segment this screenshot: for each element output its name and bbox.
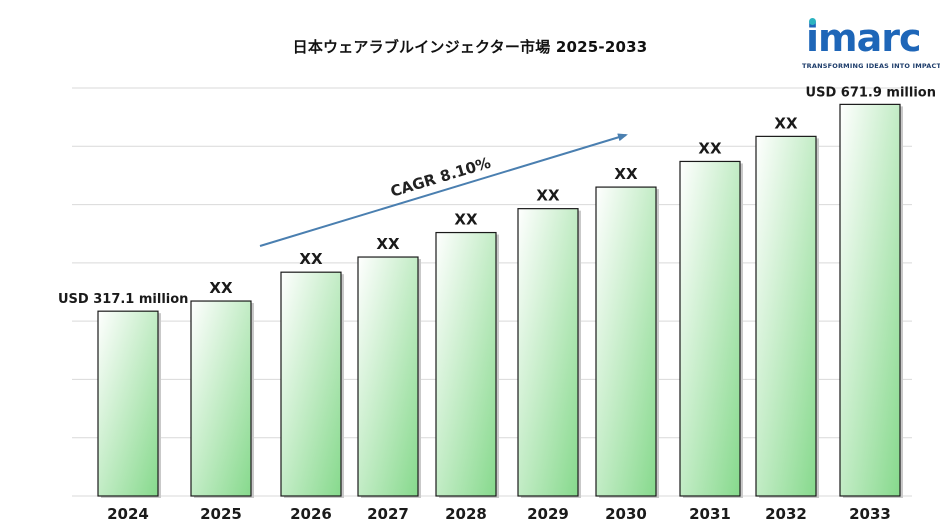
- value-label-2031: XX: [698, 139, 722, 157]
- value-label-2033: USD 671.9 million: [806, 85, 936, 100]
- bars: [97, 103, 903, 499]
- value-label-2024: USD 317.1 million: [58, 292, 188, 307]
- x-tick-2028: 2028: [445, 505, 487, 523]
- value-label-2032: XX: [774, 114, 798, 132]
- bar-2033: [839, 103, 901, 497]
- x-tick-2024: 2024: [107, 505, 149, 523]
- x-tick-2033: 2033: [849, 505, 891, 523]
- bar-2025: [190, 300, 252, 497]
- x-tick-2026: 2026: [290, 505, 332, 523]
- value-label-2028: XX: [454, 211, 478, 229]
- bar-2024: [97, 310, 159, 497]
- value-label-2026: XX: [299, 250, 323, 268]
- x-tick-2030: 2030: [605, 505, 647, 523]
- bar-2029: [517, 208, 579, 497]
- value-label-2027: XX: [376, 235, 400, 253]
- x-tick-labels: 2024 2025 2026 2027 2028 2029 2030 2031 2032 2033: [107, 505, 891, 523]
- value-labels: USD 317.1 million XX XX XX XX XX XX XX XX USD 671…: [58, 85, 936, 307]
- logo-wordmark: imarc: [806, 16, 922, 60]
- bar-2031: [679, 160, 741, 497]
- x-tick-2029: 2029: [527, 505, 569, 523]
- cagr-arrow: [259, 133, 628, 247]
- bar-2027: [357, 256, 419, 497]
- imarc-logo: imarc TRANSFORMING IDEAS INTO IMPACT: [800, 12, 940, 72]
- bar-2032: [755, 135, 817, 497]
- chart-title: 日本ウェアラブルインジェクター市場 2025-2033: [292, 38, 648, 56]
- bar-2026: [280, 271, 342, 497]
- x-tick-2032: 2032: [765, 505, 807, 523]
- bar-2028: [435, 231, 497, 497]
- x-tick-2025: 2025: [200, 505, 242, 523]
- value-label-2029: XX: [536, 187, 560, 205]
- value-label-2025: XX: [209, 279, 233, 297]
- x-tick-2027: 2027: [367, 505, 409, 523]
- x-tick-2031: 2031: [689, 505, 731, 523]
- bar-2030: [595, 186, 657, 497]
- logo-tagline: TRANSFORMING IDEAS INTO IMPACT: [802, 62, 940, 70]
- logo-dot-icon: [809, 18, 816, 25]
- cagr-label: CAGR 8.10%: [388, 154, 493, 201]
- value-label-2030: XX: [614, 165, 638, 183]
